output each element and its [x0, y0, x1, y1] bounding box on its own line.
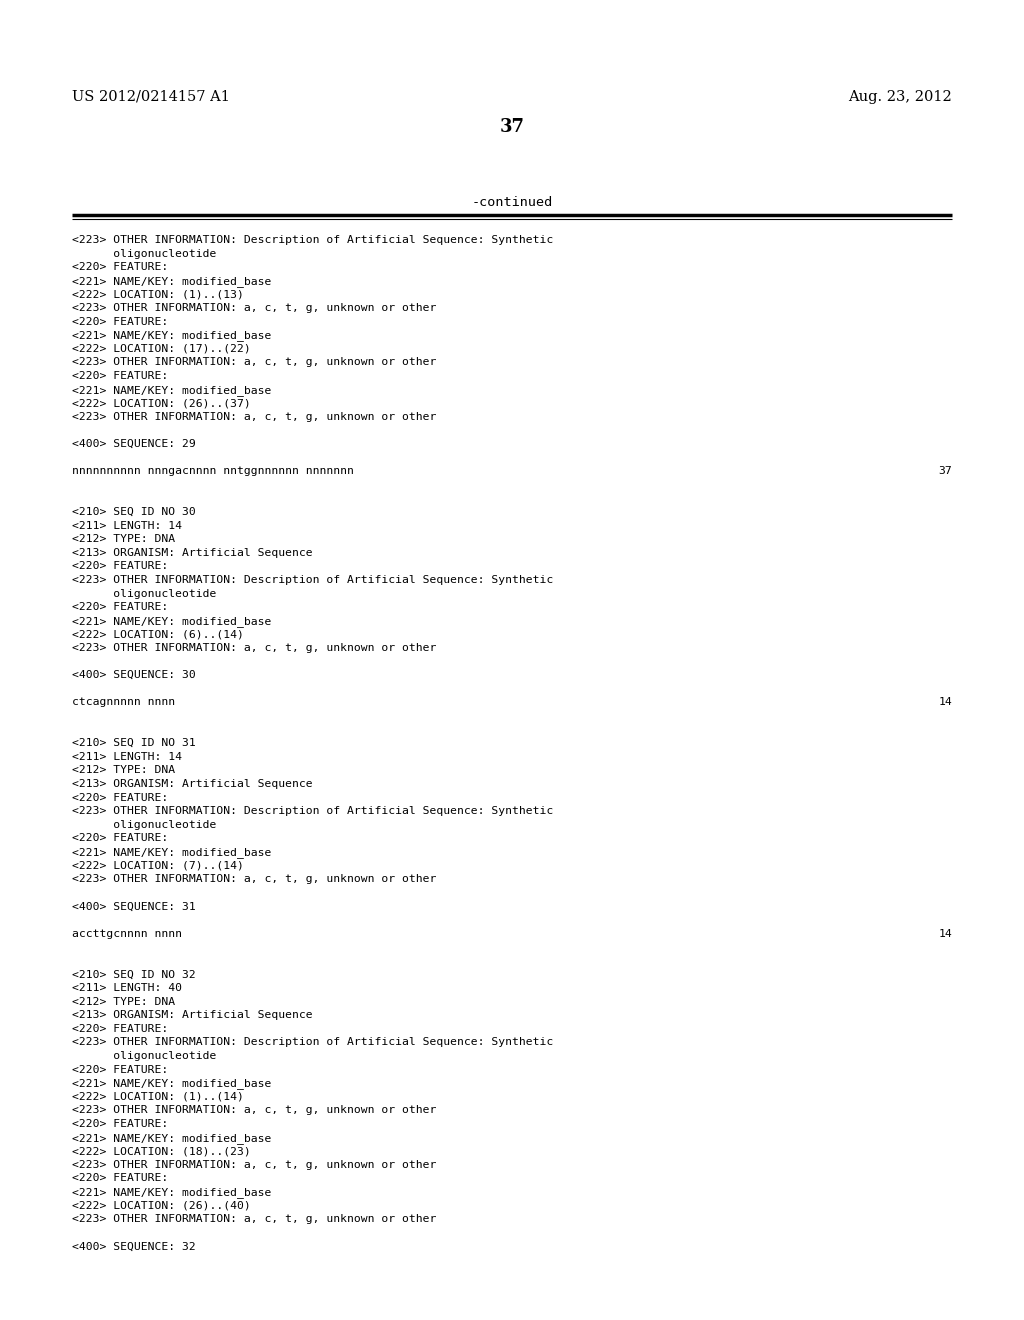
Text: <221> NAME/KEY: modified_base: <221> NAME/KEY: modified_base	[72, 1078, 271, 1089]
Text: <220> FEATURE:: <220> FEATURE:	[72, 1173, 168, 1184]
Text: <220> FEATURE:: <220> FEATURE:	[72, 371, 168, 381]
Text: <210> SEQ ID NO 30: <210> SEQ ID NO 30	[72, 507, 196, 517]
Text: <223> OTHER INFORMATION: a, c, t, g, unknown or other: <223> OTHER INFORMATION: a, c, t, g, unk…	[72, 1105, 436, 1115]
Text: <211> LENGTH: 14: <211> LENGTH: 14	[72, 520, 182, 531]
Text: <400> SEQUENCE: 30: <400> SEQUENCE: 30	[72, 671, 196, 680]
Text: nnnnnnnnnn nnngacnnnn nntggnnnnnn nnnnnnn: nnnnnnnnnn nnngacnnnn nntggnnnnnn nnnnnn…	[72, 466, 354, 477]
Text: <223> OTHER INFORMATION: a, c, t, g, unknown or other: <223> OTHER INFORMATION: a, c, t, g, unk…	[72, 358, 436, 367]
Text: oligonucleotide: oligonucleotide	[72, 589, 216, 598]
Text: <221> NAME/KEY: modified_base: <221> NAME/KEY: modified_base	[72, 616, 271, 627]
Text: <220> FEATURE:: <220> FEATURE:	[72, 1119, 168, 1129]
Text: <220> FEATURE:: <220> FEATURE:	[72, 1065, 168, 1074]
Text: <210> SEQ ID NO 31: <210> SEQ ID NO 31	[72, 738, 196, 748]
Text: <211> LENGTH: 40: <211> LENGTH: 40	[72, 983, 182, 993]
Text: <221> NAME/KEY: modified_base: <221> NAME/KEY: modified_base	[72, 1187, 271, 1199]
Text: <220> FEATURE:: <220> FEATURE:	[72, 263, 168, 272]
Text: <221> NAME/KEY: modified_base: <221> NAME/KEY: modified_base	[72, 384, 271, 396]
Text: <220> FEATURE:: <220> FEATURE:	[72, 1024, 168, 1034]
Text: oligonucleotide: oligonucleotide	[72, 248, 216, 259]
Text: <223> OTHER INFORMATION: a, c, t, g, unknown or other: <223> OTHER INFORMATION: a, c, t, g, unk…	[72, 1160, 436, 1170]
Text: US 2012/0214157 A1: US 2012/0214157 A1	[72, 90, 229, 104]
Text: <222> LOCATION: (7)..(14): <222> LOCATION: (7)..(14)	[72, 861, 244, 871]
Text: oligonucleotide: oligonucleotide	[72, 1051, 216, 1061]
Text: <222> LOCATION: (6)..(14): <222> LOCATION: (6)..(14)	[72, 630, 244, 639]
Text: <213> ORGANISM: Artificial Sequence: <213> ORGANISM: Artificial Sequence	[72, 548, 312, 558]
Text: <220> FEATURE:: <220> FEATURE:	[72, 602, 168, 612]
Text: <221> NAME/KEY: modified_base: <221> NAME/KEY: modified_base	[72, 276, 271, 286]
Text: <222> LOCATION: (17)..(22): <222> LOCATION: (17)..(22)	[72, 343, 251, 354]
Text: <400> SEQUENCE: 29: <400> SEQUENCE: 29	[72, 440, 196, 449]
Text: <222> LOCATION: (26)..(40): <222> LOCATION: (26)..(40)	[72, 1201, 251, 1210]
Text: <220> FEATURE:: <220> FEATURE:	[72, 317, 168, 326]
Text: <223> OTHER INFORMATION: Description of Artificial Sequence: Synthetic: <223> OTHER INFORMATION: Description of …	[72, 807, 553, 816]
Text: <212> TYPE: DNA: <212> TYPE: DNA	[72, 766, 175, 775]
Text: <223> OTHER INFORMATION: Description of Artificial Sequence: Synthetic: <223> OTHER INFORMATION: Description of …	[72, 235, 553, 246]
Text: -continued: -continued	[471, 195, 553, 209]
Text: accttgcnnnn nnnn: accttgcnnnn nnnn	[72, 928, 182, 939]
Text: <212> TYPE: DNA: <212> TYPE: DNA	[72, 997, 175, 1007]
Text: <210> SEQ ID NO 32: <210> SEQ ID NO 32	[72, 969, 196, 979]
Text: <221> NAME/KEY: modified_base: <221> NAME/KEY: modified_base	[72, 847, 271, 858]
Text: <223> OTHER INFORMATION: a, c, t, g, unknown or other: <223> OTHER INFORMATION: a, c, t, g, unk…	[72, 412, 436, 422]
Text: <223> OTHER INFORMATION: a, c, t, g, unknown or other: <223> OTHER INFORMATION: a, c, t, g, unk…	[72, 643, 436, 653]
Text: <220> FEATURE:: <220> FEATURE:	[72, 792, 168, 803]
Text: <222> LOCATION: (26)..(37): <222> LOCATION: (26)..(37)	[72, 399, 251, 408]
Text: Aug. 23, 2012: Aug. 23, 2012	[848, 90, 952, 104]
Text: 37: 37	[500, 117, 524, 136]
Text: <222> LOCATION: (1)..(14): <222> LOCATION: (1)..(14)	[72, 1092, 244, 1102]
Text: <222> LOCATION: (18)..(23): <222> LOCATION: (18)..(23)	[72, 1146, 251, 1156]
Text: <400> SEQUENCE: 31: <400> SEQUENCE: 31	[72, 902, 196, 911]
Text: <223> OTHER INFORMATION: Description of Artificial Sequence: Synthetic: <223> OTHER INFORMATION: Description of …	[72, 576, 553, 585]
Text: <222> LOCATION: (1)..(13): <222> LOCATION: (1)..(13)	[72, 289, 244, 300]
Text: <212> TYPE: DNA: <212> TYPE: DNA	[72, 535, 175, 544]
Text: oligonucleotide: oligonucleotide	[72, 820, 216, 830]
Text: <223> OTHER INFORMATION: Description of Artificial Sequence: Synthetic: <223> OTHER INFORMATION: Description of …	[72, 1038, 553, 1047]
Text: <220> FEATURE:: <220> FEATURE:	[72, 561, 168, 572]
Text: 37: 37	[938, 466, 952, 477]
Text: <400> SEQUENCE: 32: <400> SEQUENCE: 32	[72, 1241, 196, 1251]
Text: <213> ORGANISM: Artificial Sequence: <213> ORGANISM: Artificial Sequence	[72, 1010, 312, 1020]
Text: <221> NAME/KEY: modified_base: <221> NAME/KEY: modified_base	[72, 330, 271, 341]
Text: <223> OTHER INFORMATION: a, c, t, g, unknown or other: <223> OTHER INFORMATION: a, c, t, g, unk…	[72, 1214, 436, 1224]
Text: <220> FEATURE:: <220> FEATURE:	[72, 833, 168, 843]
Text: 14: 14	[938, 928, 952, 939]
Text: ctcagnnnnn nnnn: ctcagnnnnn nnnn	[72, 697, 175, 708]
Text: <213> ORGANISM: Artificial Sequence: <213> ORGANISM: Artificial Sequence	[72, 779, 312, 789]
Text: <223> OTHER INFORMATION: a, c, t, g, unknown or other: <223> OTHER INFORMATION: a, c, t, g, unk…	[72, 304, 436, 313]
Text: 14: 14	[938, 697, 952, 708]
Text: <223> OTHER INFORMATION: a, c, t, g, unknown or other: <223> OTHER INFORMATION: a, c, t, g, unk…	[72, 874, 436, 884]
Text: <221> NAME/KEY: modified_base: <221> NAME/KEY: modified_base	[72, 1133, 271, 1143]
Text: <211> LENGTH: 14: <211> LENGTH: 14	[72, 752, 182, 762]
